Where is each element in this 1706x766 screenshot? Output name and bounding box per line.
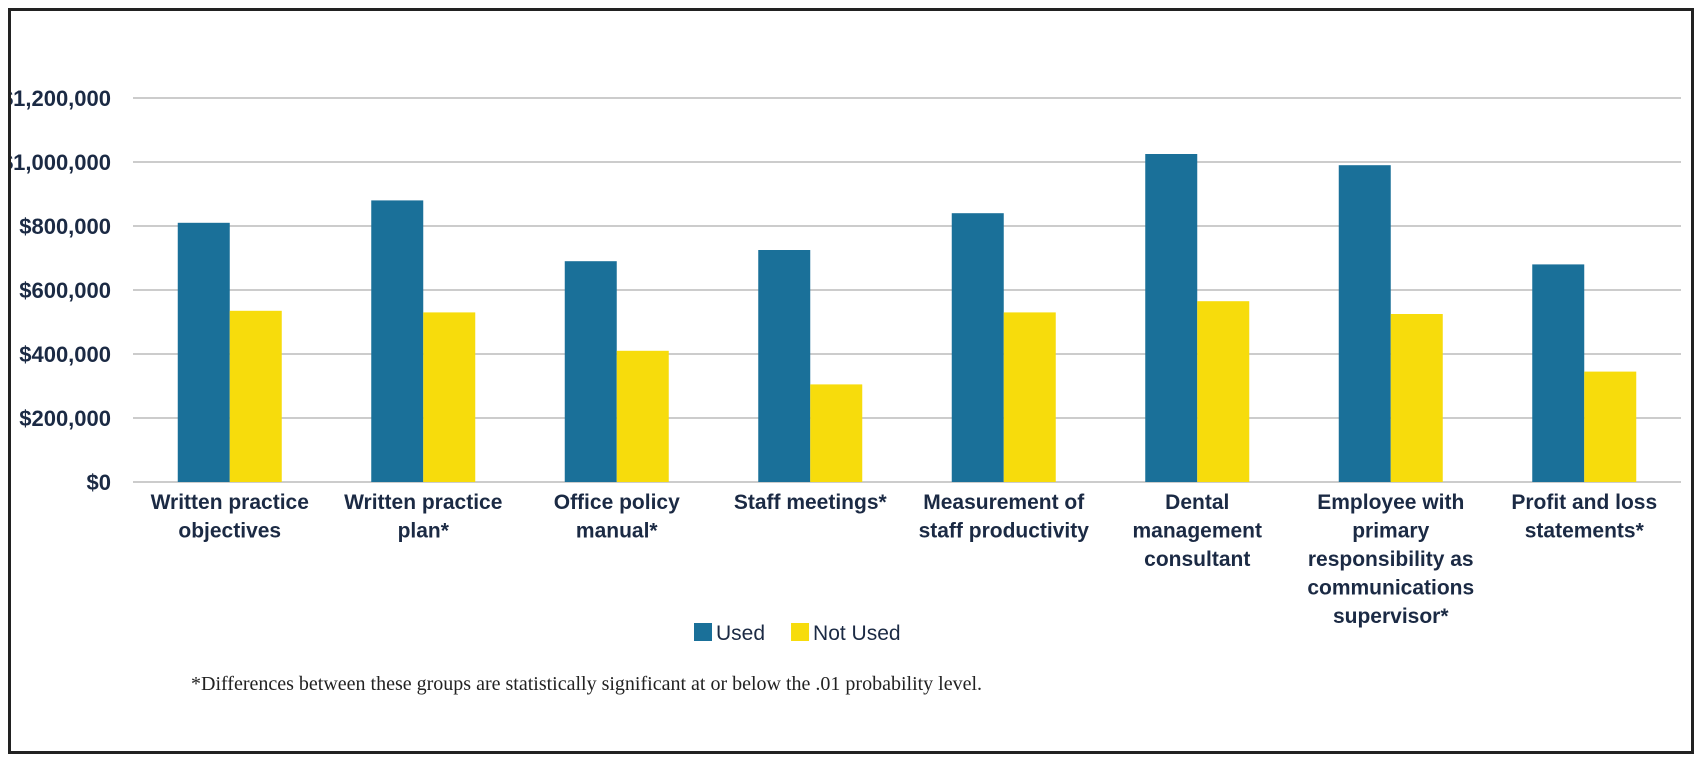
bars (177, 154, 1637, 483)
bar-not-used (423, 312, 476, 482)
x-tick-label-line: Office policy (554, 491, 680, 514)
bar-used (177, 222, 230, 483)
bar-used (758, 250, 811, 482)
bar-used (1145, 154, 1198, 482)
x-tick-label: Measurement of staff productivity (919, 491, 1090, 543)
y-tick-label: $600,000 (19, 278, 111, 303)
legend-label: Not Used (813, 622, 901, 645)
x-tick-label-line: Written practice (344, 491, 502, 514)
x-tick-label: Written practice objectives (151, 491, 309, 543)
x-tick-label-line: Written practice (151, 491, 309, 514)
x-tick-label-line: Measurement of (923, 491, 1085, 514)
y-tick-label: $0 (87, 470, 111, 495)
y-tick-label: $1,200,000 (11, 86, 111, 111)
x-tick-label-line: plan* (398, 520, 450, 543)
x-tick-label-line: supervisor* (1333, 605, 1449, 628)
x-tick-label-line: primary (1352, 520, 1429, 543)
x-tick-label-line: Dental (1165, 491, 1229, 514)
bar-not-used (1003, 312, 1056, 482)
bar-not-used (810, 384, 863, 482)
y-tick-label: $200,000 (19, 406, 111, 431)
y-tick-label: $1,000,000 (11, 150, 111, 175)
bar-not-used (229, 310, 282, 482)
x-tick-label-line: Staff meetings* (734, 491, 888, 514)
footnote: *Differences between these groups are st… (191, 673, 982, 695)
bar-not-used (1584, 371, 1637, 482)
x-tick-label: Profit and loss statements* (1511, 491, 1657, 543)
x-tick-label-line: Employee with (1317, 491, 1464, 514)
x-tick-label: Staff meetings* (734, 491, 888, 514)
x-tick-label-line: statements* (1525, 520, 1645, 543)
bar-chart: $0 $200,000 $400,000 $600,000 $800,000 $1,000… (11, 86, 1681, 695)
bar-not-used (616, 350, 669, 482)
x-tick-label: Office policy manual* (554, 491, 680, 543)
x-tick-label-line: staff productivity (919, 520, 1090, 543)
legend-swatch (791, 623, 810, 641)
bar-used (1532, 264, 1585, 482)
chart-frame: $0 $200,000 $400,000 $600,000 $800,000 $1,000… (8, 8, 1694, 754)
bar-used (1338, 165, 1391, 482)
x-tick-label-line: manual* (576, 520, 659, 543)
x-tick-label-line: consultant (1144, 548, 1250, 571)
legend: Used Not Used (694, 622, 901, 645)
x-tick-label: Written practice plan* (344, 491, 502, 543)
x-tick-label-line: Profit and loss (1511, 491, 1657, 514)
gridlines (133, 97, 1681, 483)
bar-used (371, 200, 424, 482)
bar-used (951, 213, 1004, 482)
y-axis: $0 $200,000 $400,000 $600,000 $800,000 $1,000… (11, 86, 111, 495)
bar-used (564, 261, 617, 482)
y-tick-label: $400,000 (19, 342, 111, 367)
x-tick-label-line: communications (1307, 577, 1474, 600)
bar-not-used (1197, 301, 1250, 482)
x-tick-label-line: management (1132, 520, 1262, 543)
legend-label: Used (716, 622, 765, 645)
x-tick-label-line: responsibility as (1308, 548, 1474, 571)
y-tick-label: $800,000 (19, 214, 111, 239)
legend-swatch (694, 623, 712, 641)
x-tick-label: Employee with primary responsibility as com… (1307, 491, 1474, 628)
bar-not-used (1390, 314, 1443, 482)
x-tick-label: Dental management consultant (1132, 491, 1262, 571)
x-tick-label-line: objectives (178, 520, 281, 543)
